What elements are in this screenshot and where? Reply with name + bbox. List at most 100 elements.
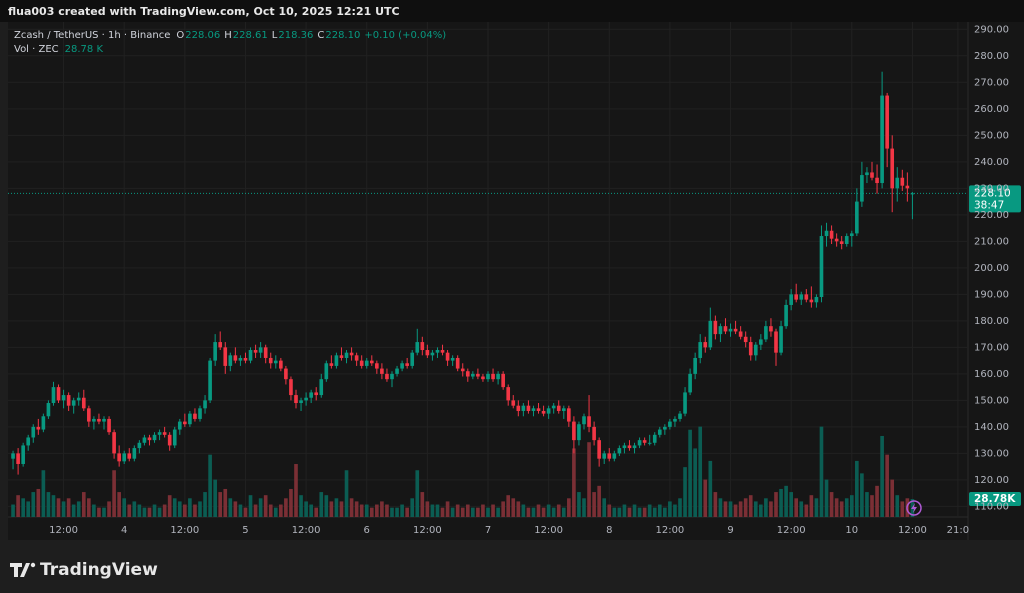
candle-body xyxy=(167,434,172,446)
volume-bar xyxy=(349,498,354,517)
candle-body xyxy=(774,331,778,353)
volume-bar xyxy=(491,504,495,517)
header-bar xyxy=(0,0,1024,22)
volume-bar xyxy=(253,504,258,517)
candle-body xyxy=(713,320,718,335)
volume-bar xyxy=(354,501,359,517)
candle-body xyxy=(152,434,157,441)
candle-body xyxy=(501,373,505,388)
volume-bar xyxy=(61,501,66,517)
volume-tag: 28.78K xyxy=(974,493,1016,505)
volume-bar xyxy=(743,498,748,517)
candle-body xyxy=(309,392,313,398)
x-tick-label: 10 xyxy=(845,525,858,536)
legend-text: Zcash / TetherUS · 1h · Binance xyxy=(14,30,170,41)
volume-bar xyxy=(425,501,430,517)
volume-bar xyxy=(849,495,854,517)
candle-body xyxy=(764,326,768,340)
volume-bar xyxy=(511,498,516,517)
candle-body xyxy=(445,352,450,361)
candle-body xyxy=(769,326,773,332)
volume-bar xyxy=(177,501,182,517)
y-tick-label: 260.00 xyxy=(974,104,1009,115)
candle-body xyxy=(87,408,91,422)
legend-text: O xyxy=(176,30,184,41)
candle-body xyxy=(344,352,349,358)
candle-body xyxy=(597,440,601,459)
candle-body xyxy=(450,357,455,361)
lightning-circle[interactable] xyxy=(906,500,922,516)
volume-bar xyxy=(663,507,667,517)
candle-body xyxy=(622,445,627,449)
volume-bar xyxy=(516,501,521,517)
candle-body xyxy=(875,177,879,184)
x-tick-label: 12:00 xyxy=(898,525,927,536)
x-tick-label: 12:00 xyxy=(292,525,321,536)
volume-bar xyxy=(56,498,61,517)
volume-bar xyxy=(607,504,612,517)
volume-bar xyxy=(900,501,905,517)
logo-icon xyxy=(10,563,30,577)
candle-body xyxy=(430,352,435,356)
volume-bar xyxy=(203,492,207,517)
volume-bar xyxy=(769,501,773,517)
volume-bar xyxy=(157,507,162,517)
volume-bar xyxy=(521,504,526,517)
candle-body xyxy=(460,368,465,372)
candle-body xyxy=(137,442,142,449)
grid xyxy=(8,22,968,517)
candle-body xyxy=(364,360,369,366)
candle-body xyxy=(172,429,177,446)
volume-bar xyxy=(208,454,212,517)
candle-body xyxy=(294,395,298,404)
candle-body xyxy=(673,418,677,422)
candle-body xyxy=(531,408,536,411)
candle-body xyxy=(516,405,521,411)
lightning-bolt[interactable] xyxy=(911,503,917,513)
candle-body xyxy=(794,294,799,300)
candle-body xyxy=(521,405,526,411)
volume-bar xyxy=(703,479,708,517)
volume-bar xyxy=(92,504,96,517)
volume-bar xyxy=(445,501,450,517)
volume-bar xyxy=(46,492,51,517)
price-tag-price: 228.10 xyxy=(974,187,1011,199)
volume-bar xyxy=(561,507,566,517)
candle-body xyxy=(268,357,273,364)
volume-bar xyxy=(147,507,152,517)
y-tick-label: 120.00 xyxy=(974,475,1009,486)
candle-body xyxy=(324,363,329,380)
candle-body xyxy=(526,405,531,411)
volume-bar xyxy=(688,429,692,517)
volume-bar xyxy=(279,504,283,517)
candle-body xyxy=(541,410,546,414)
volume-bar xyxy=(592,492,596,517)
volume-bar xyxy=(496,507,500,517)
candle-body xyxy=(425,350,430,356)
candle-body xyxy=(607,453,612,459)
candle-body xyxy=(385,373,389,380)
x-tick-label: 6 xyxy=(364,525,370,536)
x-tick-label: 5 xyxy=(242,525,248,536)
candle-body xyxy=(329,363,334,366)
candle-body xyxy=(839,241,844,244)
candle-body xyxy=(102,418,106,422)
volume-bar xyxy=(268,504,273,517)
candle-body xyxy=(465,371,470,377)
volume-bar xyxy=(71,504,76,517)
legend-text: 218.36 xyxy=(278,30,313,41)
candle-body xyxy=(112,432,116,454)
volume-bar xyxy=(26,501,31,517)
volume-bar xyxy=(304,501,308,517)
candle-body xyxy=(642,440,647,443)
lightning-icon[interactable] xyxy=(906,500,922,516)
x-tick-label: 12:00 xyxy=(170,525,199,536)
candle-body xyxy=(81,397,86,409)
volume-bar xyxy=(733,504,738,517)
candle-body xyxy=(698,342,703,358)
candle-body xyxy=(860,175,864,202)
volume-bar xyxy=(476,507,480,517)
volume-bar xyxy=(329,501,334,517)
volume-bar xyxy=(582,498,586,517)
